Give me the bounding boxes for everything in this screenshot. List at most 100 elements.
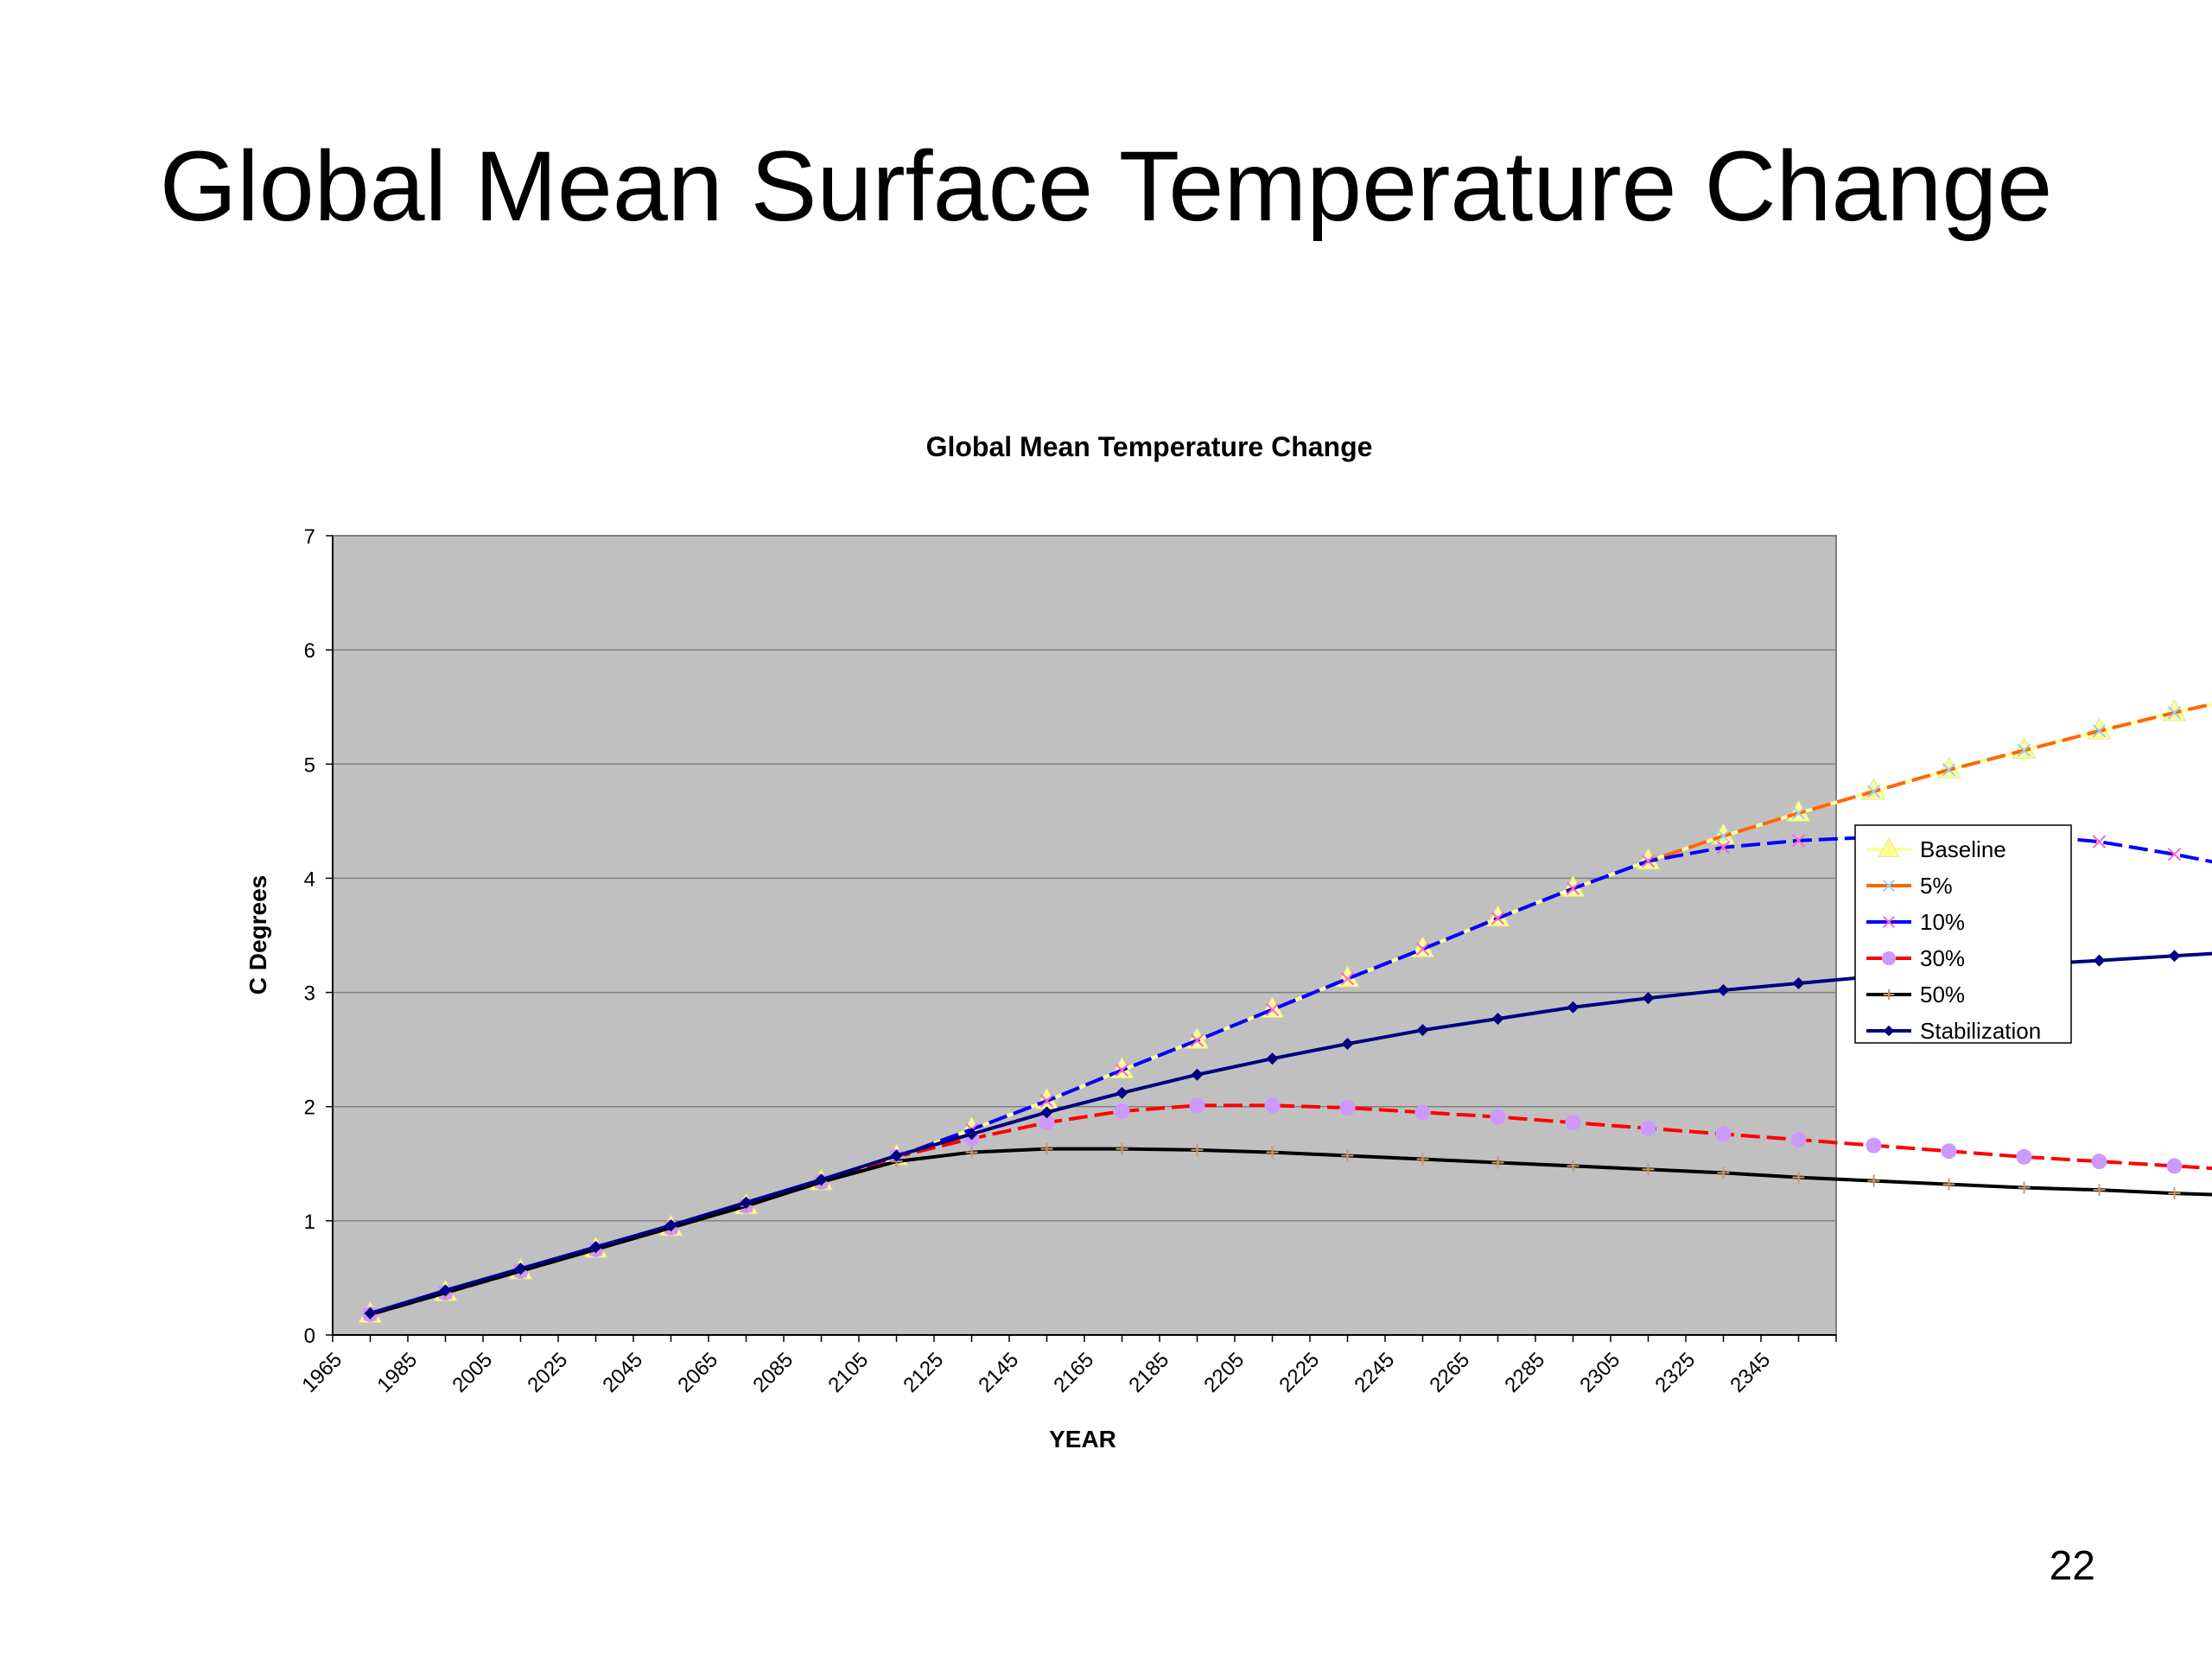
x-tick-label: 2205 [1199,1348,1249,1397]
data-point [1641,854,1656,868]
y-tick-label: 1 [304,1211,315,1234]
data-point [1881,950,1897,966]
data-point [1341,1038,1354,1051]
y-tick-label: 0 [304,1325,315,1348]
data-point [1266,1146,1279,1159]
data-point [2092,724,2107,738]
x-tick-label: 2005 [448,1348,497,1397]
data-point [1114,1103,1130,1119]
plot-area [332,535,1837,1336]
data-point [1416,1153,1429,1166]
x-tick-label: 2305 [1575,1348,1624,1397]
data-point [1883,988,1895,1001]
x-tick-label: 1965 [297,1348,346,1397]
data-point [1883,1025,1895,1037]
data-point [1116,1086,1128,1099]
data-point [1415,942,1430,957]
data-point [1942,1178,1955,1191]
data-point [1266,1052,1279,1065]
gridlines [333,649,1836,1222]
legend-item: 30% [1866,945,1965,971]
data-point [1567,1160,1580,1173]
data-point [1491,911,1505,925]
data-point [1642,1163,1655,1176]
data-point [2167,706,2182,720]
data-point [1567,1001,1580,1014]
data-point [1866,1137,1882,1154]
data-point [1792,1171,1805,1184]
legend-item: 5% [1866,873,1953,899]
data-point [2168,1187,2181,1200]
data-point [1416,1024,1429,1037]
data-point [514,1262,527,1275]
data-point [1040,1142,1053,1155]
x-axis-label: YEAR [1049,1426,1116,1452]
x-tick-label: 2325 [1650,1348,1700,1397]
legend: Baseline 5% 10% 30% 50% Stabilization [1854,824,2072,1044]
data-point [439,1284,452,1297]
data-point [1717,1166,1730,1179]
page-number: 22 [2049,1543,2095,1589]
slide-title: Global Mean Surface Temperature Change [159,131,2053,242]
legend-label: 5% [1920,873,1953,899]
legend-item: 50% [1866,982,1965,1007]
x-tick-label: 2265 [1425,1348,1474,1397]
data-point [1116,1142,1128,1155]
legend-label: Stabilization [1920,1018,2041,1044]
x-tick-label: 2065 [673,1348,722,1397]
data-point [2168,950,2181,963]
data-point [1566,881,1580,896]
data-point [1565,1115,1581,1131]
x-tick-label: 2145 [974,1348,1023,1397]
data-point [1942,763,1956,777]
legend-item: Stabilization [1866,1018,2041,1044]
data-point [1791,834,1806,848]
data-point [664,1219,677,1232]
data-point [1715,1126,1732,1142]
data-point [1490,1109,1506,1125]
x-tick-label: 2345 [1726,1348,1775,1397]
data-point [1792,977,1805,989]
data-point [890,1149,903,1162]
y-axis-label: C Degrees [245,875,271,995]
legend-box [1854,824,2072,1044]
data-point [1340,972,1355,986]
data-point [2091,1154,2107,1170]
data-point [1491,1156,1504,1169]
legend-item: Baseline [1866,836,2006,862]
x-tick-label: 2025 [523,1348,572,1397]
data-point [2166,1158,2183,1174]
data-point [1640,1120,1656,1136]
chart-title: Global Mean Temperature Change [926,431,1373,462]
legend-item: 10% [1866,909,1965,935]
x-tick-label: 2165 [1049,1348,1098,1397]
data-point [1790,1132,1807,1148]
data-point [1191,1143,1204,1156]
data-point [1190,1033,1205,1047]
data-point [1341,1149,1354,1162]
data-point [1191,1068,1204,1081]
data-point [1882,915,1896,929]
data-point [1040,1106,1053,1119]
x-tick-label: 2225 [1274,1348,1324,1397]
data-point [2017,743,2031,758]
data-point [1941,1143,1957,1160]
y-tick-label: 7 [304,525,315,549]
data-point [1265,1002,1280,1017]
data-point [1866,785,1881,798]
y-tick-label: 6 [304,639,315,663]
data-point [2016,1148,2032,1165]
data-point [589,1241,602,1254]
y-tick-label: 5 [304,753,315,777]
data-point [2093,1184,2106,1197]
data-point [1791,806,1806,820]
data-point [1414,1104,1431,1121]
y-tick-label: 2 [304,1096,315,1120]
data-point [1115,1063,1129,1077]
legend-label: 10% [1920,909,1965,935]
data-point [1339,1100,1356,1116]
data-point [1882,879,1896,893]
data-point [1642,992,1655,1005]
data-point [1716,841,1731,855]
